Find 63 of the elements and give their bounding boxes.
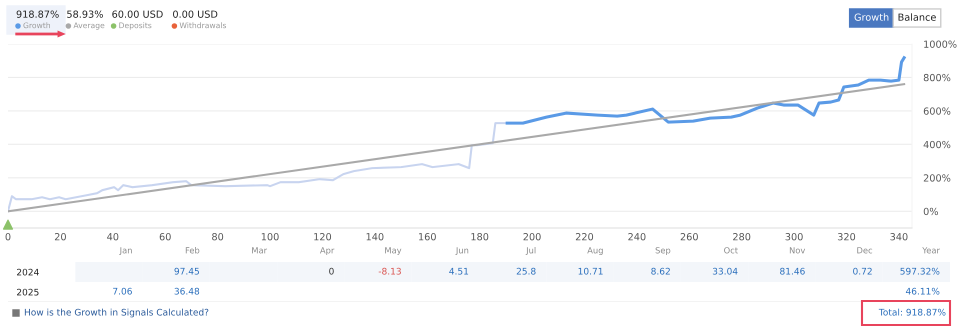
x-tick-label: 140 xyxy=(366,233,384,240)
x-tick-label: Mar xyxy=(252,247,268,254)
x-tick-label: 60 xyxy=(160,233,171,240)
text: How is the Growth in Signals Calculated? xyxy=(24,308,208,318)
y-tick-label: 2025 xyxy=(16,288,39,296)
text: 58.93% xyxy=(67,10,103,18)
line-series xyxy=(506,56,906,125)
data-label: 10.71 xyxy=(578,268,603,275)
x-tick-label: Jun xyxy=(455,247,468,255)
x-tick-label: 20 xyxy=(54,233,66,240)
text: 0.00 USD xyxy=(173,10,218,18)
x-tick-label: 220 xyxy=(576,233,594,240)
data-label: 97.45 xyxy=(174,268,199,275)
data-label: 4.51 xyxy=(449,268,468,275)
data-label: 8.62 xyxy=(651,268,670,275)
line-series xyxy=(8,122,508,212)
y-tick-label: 200% xyxy=(924,174,950,182)
y-tick-label: 0% xyxy=(924,208,938,216)
x-tick-label: May xyxy=(385,247,402,256)
data-label: -8.13 xyxy=(378,268,401,275)
x-tick-label: Dec xyxy=(857,247,872,254)
x-tick-label: 80 xyxy=(212,233,224,240)
x-tick-label: Jan xyxy=(119,247,132,255)
x-tick-label: Apr xyxy=(320,247,334,256)
text: Growth xyxy=(854,13,888,21)
y-tick-label: 400% xyxy=(924,140,950,148)
x-tick-label: Aug xyxy=(587,247,603,256)
text: Balance xyxy=(898,13,936,21)
text: 60.00 USD xyxy=(112,10,163,18)
y-tick-label: 2024 xyxy=(16,268,39,276)
data-label: 0.72 xyxy=(853,268,872,275)
data-label: 597.32% xyxy=(900,268,940,275)
y-tick-label: 1000% xyxy=(924,40,957,48)
data-label: 25.8 xyxy=(516,268,536,275)
text: 918.87% xyxy=(16,10,59,18)
x-tick-label: 100 xyxy=(262,233,279,240)
x-tick-label: 320 xyxy=(838,233,856,240)
x-tick-label: 300 xyxy=(786,233,803,240)
x-tick-label: Sep xyxy=(656,247,670,256)
x-tick-label: Oct xyxy=(724,247,738,254)
data-label: 46.11% xyxy=(906,288,940,295)
x-tick-label: 40 xyxy=(107,233,118,240)
x-tick-label: 160 xyxy=(419,233,436,240)
x-tick-label: Year xyxy=(922,247,940,254)
text: Total: 918.87% xyxy=(878,308,946,316)
x-tick-label: 260 xyxy=(680,233,698,240)
y-tick-label: 800% xyxy=(924,74,950,82)
x-tick-label: 200 xyxy=(523,233,541,240)
x-tick-label: 340 xyxy=(890,233,908,240)
x-tick-label: 240 xyxy=(628,233,646,240)
x-tick-label: 180 xyxy=(471,233,488,240)
x-tick-label: Jul xyxy=(526,246,536,255)
x-tick-label: Nov xyxy=(790,247,806,254)
x-tick-label: 120 xyxy=(314,233,332,240)
data-label: 7.06 xyxy=(113,288,132,295)
x-tick-label: Feb xyxy=(186,246,200,254)
data-label: 0 xyxy=(329,268,334,275)
data-label: 33.04 xyxy=(712,268,738,275)
y-tick-label: 600% xyxy=(924,107,950,115)
x-tick-label: 0 xyxy=(6,233,10,240)
x-tick-label: 280 xyxy=(733,233,750,240)
data-label: 81.46 xyxy=(780,268,805,275)
data-label: 36.48 xyxy=(174,288,200,295)
